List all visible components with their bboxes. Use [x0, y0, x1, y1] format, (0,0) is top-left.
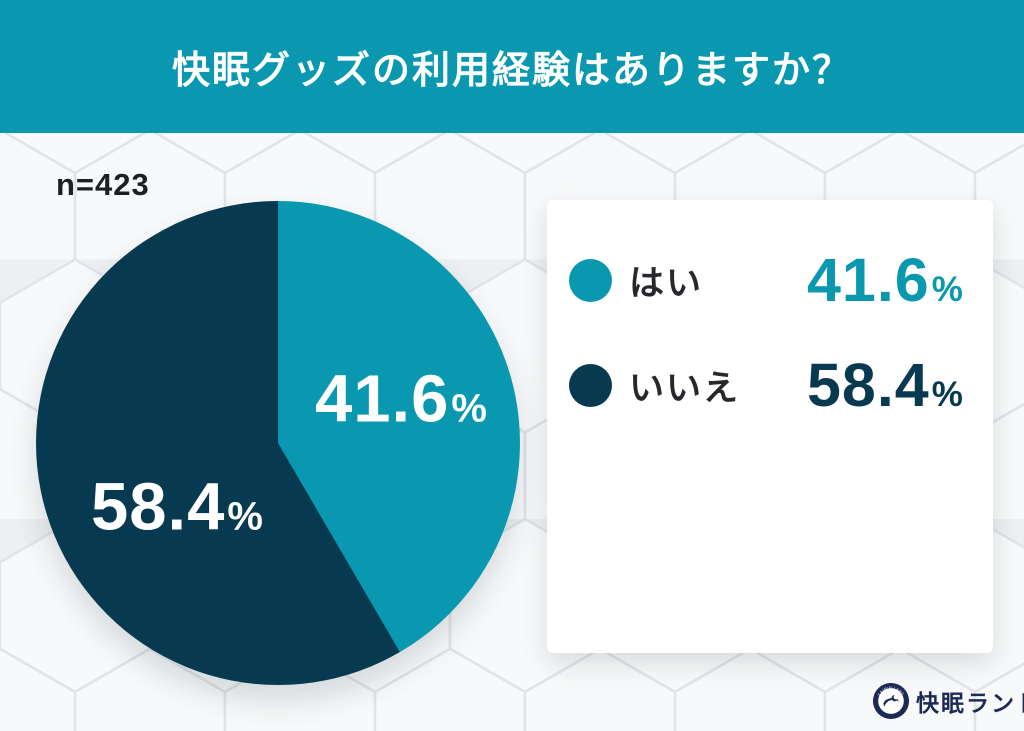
percent-sign: % — [227, 494, 263, 539]
pie-chart: 41.6% 58.4% — [36, 201, 520, 685]
legend-card: はい 41.6% いいえ 58.4% — [547, 200, 993, 653]
sample-size-label: n=423 — [56, 167, 150, 202]
header-banner: 快眠グッズの利用経験はありますか？ — [0, 0, 1024, 133]
legend-label-yes: はい — [629, 263, 704, 303]
legend-label-no: いいえ — [629, 368, 741, 408]
pie-slice-label-yes: 41.6% — [315, 361, 487, 438]
pie-slice-value-yes: 41.6 — [315, 361, 450, 437]
pie-slice-label-no: 58.4% — [91, 469, 263, 546]
legend-swatch-yes — [569, 258, 612, 302]
page-title: 快眠グッズの利用経験はありますか？ — [171, 50, 852, 92]
legend-item-no: いいえ 58.4% — [569, 340, 971, 430]
brand-name: 快眠ランド — [916, 690, 1024, 716]
pie-slice-value-no: 58.4 — [91, 469, 226, 545]
kaimin-land-badge-icon: KAIMIN LAND — [872, 682, 910, 720]
legend-item-yes: はい 41.6% — [569, 235, 971, 325]
brand-footer: KAIMIN LAND 快眠ランド — [872, 682, 1024, 720]
legend-swatch-no — [569, 363, 612, 407]
legend-value-yes: 41.6% — [807, 246, 963, 314]
percent-sign: % — [451, 386, 487, 431]
legend-value-no: 58.4% — [807, 351, 963, 419]
